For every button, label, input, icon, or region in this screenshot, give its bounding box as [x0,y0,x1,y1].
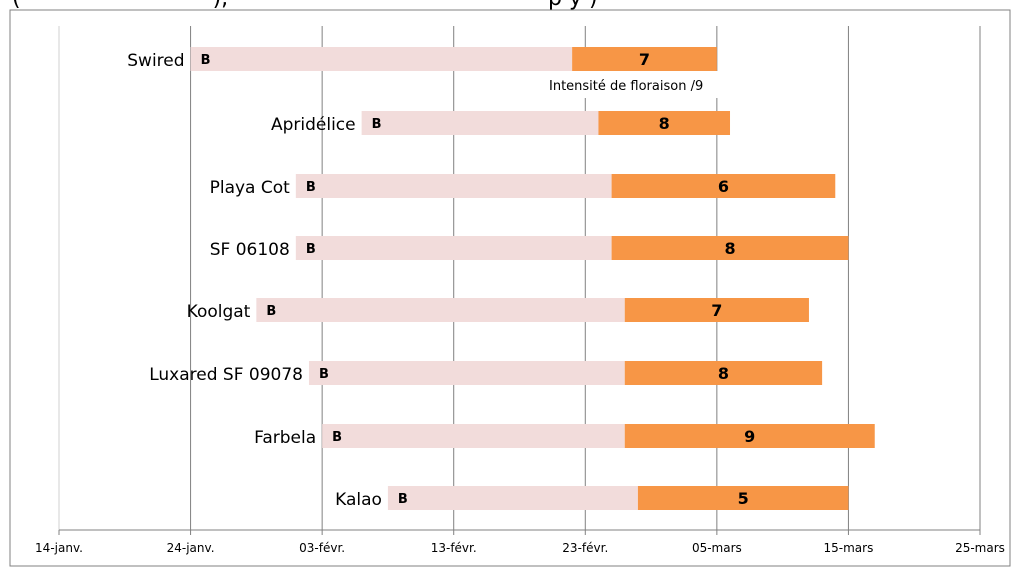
bud-label: B [306,242,316,257]
intensity-label: 8 [724,239,735,258]
category-label: Kalao [335,490,382,510]
bud-label: B [266,304,276,319]
bar-group: Playa Cot B 6 [210,174,836,198]
title-fragment-left: (), [12,0,228,10]
intensity-label: 6 [718,177,729,196]
flowering-phase-bar [624,361,823,385]
gridlines [58,26,981,530]
x-tick-label: 03-févr. [299,541,345,555]
flowering-phase-bar [637,486,849,510]
x-tick-label: 15-mars [824,541,874,555]
flowering-phase-bar [611,174,836,198]
intensity-label: 7 [711,301,722,320]
flowering-phase-bar [624,424,875,448]
category-label: Farbela [254,428,316,448]
bar-group: Swired B 7 [127,47,717,71]
category-label: Playa Cot [210,178,291,198]
bud-label: B [306,180,316,195]
x-tick-label: 23-févr. [562,541,608,555]
x-tick-label: 14-janv. [35,541,83,555]
flowering-phase-bar [611,236,849,260]
annotation-background [536,71,752,98]
bar-group: SF 06108 B 8 [210,236,849,260]
bud-label: B [319,367,329,382]
x-tick-label: 24-janv. [167,541,215,555]
intensity-label: 9 [744,427,755,446]
category-label: Luxared SF 09078 [149,365,303,385]
bud-label: B [201,53,211,68]
flowering-phase-bar [624,298,809,322]
x-tick-label: 05-mars [692,541,742,555]
bars: Swired B 7 Apridélice B 8 Playa Cot B 6 SF 06108 B… [127,47,875,510]
bud-label: B [398,492,408,507]
bud-phase-bar [387,486,638,510]
x-axis: 14-janv. 24-janv. 03-févr. 13-févr. 23-févr.… [35,529,1005,555]
intensity-label: 7 [639,50,650,69]
intensity-label: 8 [659,114,670,133]
category-label: Swired [127,51,184,71]
bar-group: Koolgat B 7 [187,298,809,322]
chart-title-fragment: (), p y ) [0,0,1016,10]
flowering-phase-bar [572,47,717,71]
bud-phase-bar [308,361,625,385]
intensity-label: 5 [738,489,749,508]
intensity-label: 8 [718,364,729,383]
bud-phase-bar [295,236,612,260]
category-label: Koolgat [187,302,251,322]
flowering-phase-bar [598,111,731,135]
bar-group: Luxared SF 09078 B 8 [149,361,823,385]
bar-group: Kalao B 5 [335,486,849,510]
x-tick-label: 25-mars [955,541,1005,555]
bud-phase-bar [190,47,573,71]
title-fragment-right: p y ) [548,0,598,10]
x-tick-label: 13-févr. [431,541,477,555]
bud-phase-bar [256,298,625,322]
bud-label: B [332,430,342,445]
bud-phase-bar [322,424,625,448]
bud-phase-bar [295,174,612,198]
category-label: Apridélice [271,115,356,135]
bar-group: Apridélice B 8 [271,111,731,135]
category-label: SF 06108 [210,240,290,260]
intensity-annotation: Intensité de floraison /9 [549,79,703,94]
bud-label: B [372,117,382,132]
bud-phase-bar [361,111,599,135]
bar-group: Farbela B 9 [254,424,875,448]
chart-frame [9,9,1011,567]
